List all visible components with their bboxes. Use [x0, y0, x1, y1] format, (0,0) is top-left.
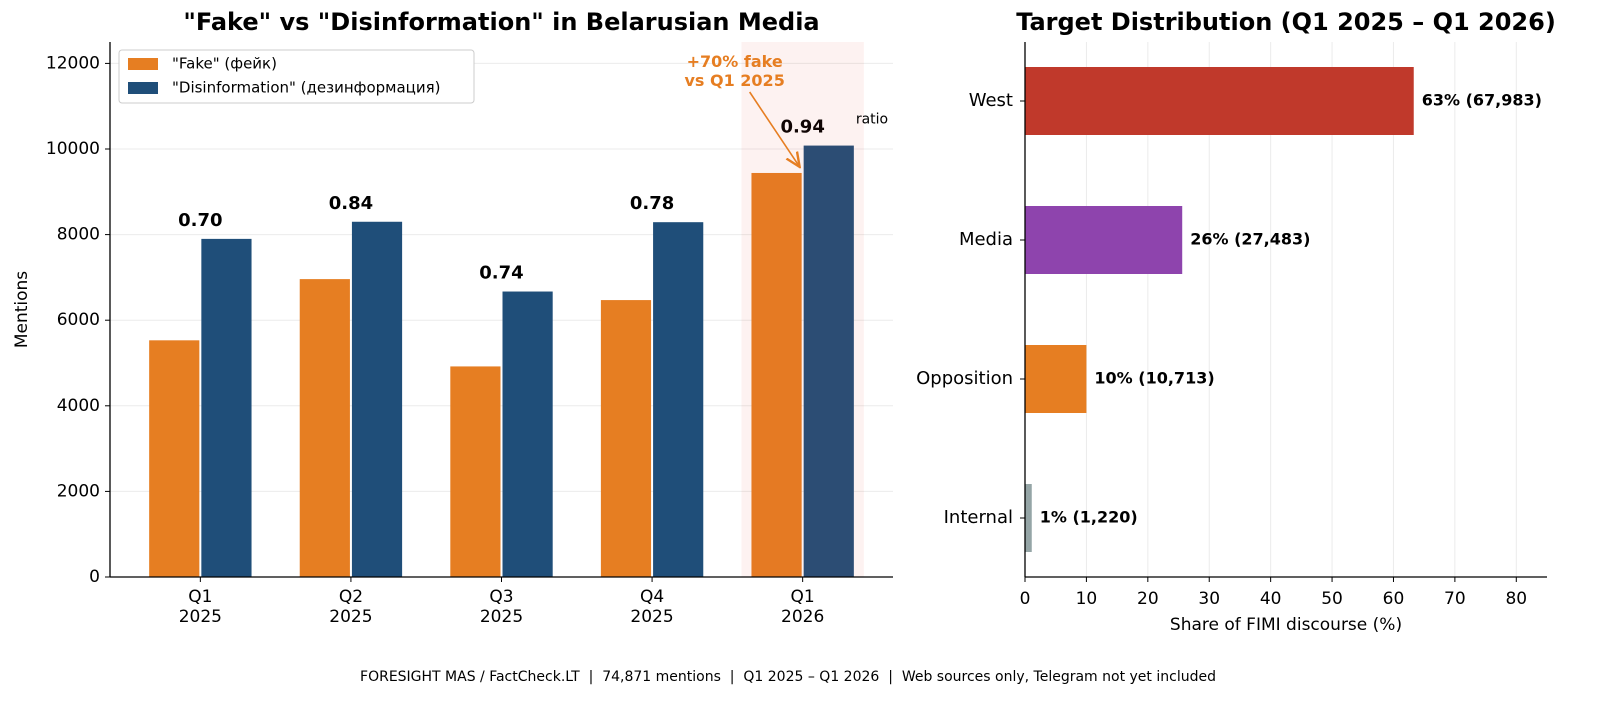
- ratio-label: 0.74: [479, 263, 523, 284]
- value-label: 63% (67,983): [1422, 91, 1542, 110]
- y-axis-label: Mentions: [12, 271, 32, 348]
- value-label: 1% (1,220): [1040, 508, 1138, 527]
- y-tick-label: 12000: [46, 53, 100, 73]
- x-tick-label: Q2 2025: [329, 587, 373, 627]
- ratio-label: 0.84: [329, 193, 373, 214]
- ratio-label: 0.94: [780, 117, 824, 138]
- x-tick-label: 0: [1020, 589, 1031, 609]
- ratio-label: 0.78: [630, 193, 674, 214]
- chart-title: "Fake" vs "Disinformation" in Belarusian…: [183, 8, 819, 36]
- x-tick-label: 30: [1198, 589, 1220, 609]
- x-tick-label: Q3 2025: [479, 587, 524, 627]
- annotation-arrow: [748, 91, 800, 167]
- y-tick-label: Internal: [944, 507, 1013, 528]
- x-tick-label: 40: [1260, 589, 1282, 609]
- x-tick-label: Q1 2025: [178, 587, 222, 627]
- legend-swatch: [128, 82, 158, 94]
- bar: [803, 145, 854, 578]
- x-axis-label: Share of FIMI discourse (%): [1170, 615, 1402, 635]
- bar: [600, 300, 652, 577]
- highlight: [741, 42, 864, 577]
- x-tick-label: 60: [1383, 589, 1405, 609]
- x-tick-label: 80: [1505, 589, 1527, 609]
- bar: [502, 291, 553, 577]
- y-tick-label: 6000: [57, 310, 100, 330]
- legend-box: [118, 49, 475, 104]
- bar: [450, 366, 501, 577]
- ratio-note: ratio: [856, 112, 888, 128]
- bar: [149, 340, 200, 577]
- legend-label: "Disinformation" (дезинформация): [172, 79, 441, 97]
- x-tick-label: 70: [1444, 589, 1466, 609]
- bar: [1025, 206, 1183, 274]
- legend-swatch: [128, 58, 158, 70]
- bar: [1025, 345, 1087, 413]
- y-tick-label: 0: [89, 567, 100, 587]
- bar: [1025, 67, 1414, 135]
- chart-title: Target Distribution (Q1 2025 – Q1 2026): [1016, 8, 1556, 36]
- x-tick-label: 20: [1137, 589, 1159, 609]
- y-tick-label: 8000: [57, 225, 100, 245]
- bar: [201, 238, 252, 577]
- bar: [653, 222, 704, 578]
- footer: FORESIGHT MAS / FactCheck.LT | 74,871 me…: [360, 669, 1216, 685]
- x-tick-label: Q4 2025: [630, 587, 674, 627]
- y-tick-label: 2000: [57, 481, 100, 501]
- ratio-label: 0.70: [178, 210, 222, 231]
- bar: [299, 279, 350, 577]
- bar: [1025, 484, 1032, 552]
- value-label: 10% (10,713): [1094, 369, 1214, 388]
- x-tick-label: Q1 2026: [781, 587, 825, 627]
- x-tick-label: 50: [1321, 589, 1343, 609]
- y-tick-label: West: [969, 90, 1013, 111]
- legend-label: "Fake" (фейк): [172, 55, 277, 73]
- value-label: 26% (27,483): [1190, 230, 1310, 249]
- y-tick-label: 4000: [57, 396, 100, 416]
- y-tick-label: Media: [959, 229, 1013, 250]
- y-tick-label: Opposition: [916, 368, 1013, 389]
- bar: [751, 172, 802, 577]
- x-tick-label: 10: [1076, 589, 1098, 609]
- y-tick-label: 10000: [46, 139, 100, 159]
- bar: [351, 221, 403, 577]
- annotation: +70% fake vs Q1 2025: [684, 52, 785, 90]
